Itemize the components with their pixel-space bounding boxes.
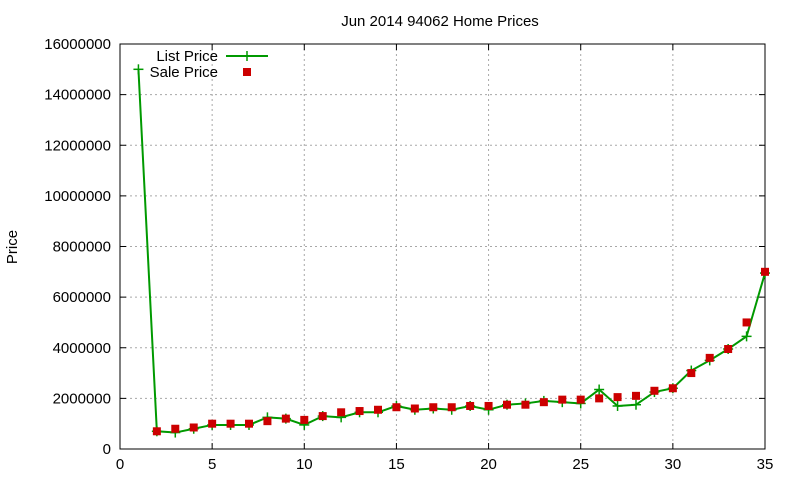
sale-price-point [595, 394, 604, 403]
sale-price-point [226, 419, 235, 428]
sale-price-point [208, 419, 217, 428]
sale-price-point [152, 427, 161, 436]
sale-price-point [337, 408, 346, 417]
sale-price-point [687, 369, 696, 378]
list-price-point [631, 399, 641, 410]
sale-price-point [263, 417, 272, 426]
sale-price-point [318, 412, 327, 421]
list-price-line [137, 69, 766, 434]
y-tick-label: 6000000 [53, 289, 111, 306]
sale-price-point [503, 400, 511, 409]
sale-price-point [245, 419, 253, 428]
sale-price-point [447, 403, 456, 412]
sale-price-point [189, 423, 198, 432]
sale-price-point [742, 318, 751, 327]
series [133, 64, 770, 438]
list-price-point [612, 400, 623, 411]
x-tick-label: 5 [208, 456, 216, 473]
sale-price-point [761, 267, 769, 276]
x-tick-label: 35 [757, 456, 774, 473]
y-tick-label: 4000000 [53, 340, 111, 357]
sale-price-point [171, 424, 180, 433]
y-tick-label: 12000000 [44, 137, 111, 154]
y-tick-label: 2000000 [53, 390, 111, 407]
sale-price-point [484, 401, 493, 410]
sale-price-point [576, 395, 585, 404]
sale-price-point [281, 414, 290, 423]
sale-price-point [429, 403, 438, 412]
sale-price-point [558, 395, 567, 404]
x-tick-label: 20 [480, 456, 497, 473]
legend-label: Sale Price [150, 64, 218, 81]
list-price-point [594, 384, 605, 395]
legend-plus-swatch [242, 51, 252, 61]
y-tick-label: 14000000 [44, 87, 111, 104]
x-tick-label: 15 [388, 456, 405, 473]
axes [119, 43, 766, 450]
y-tick-label: 0 [103, 441, 111, 458]
x-tick-label: 30 [665, 456, 682, 473]
sale-price-point [374, 405, 382, 414]
legend-square-swatch [243, 68, 251, 76]
tick-labels: 0 5 10 15 20 25 30 35 0 2000000 4000000 6000000 8000… [44, 36, 773, 473]
list-price-point [741, 331, 752, 342]
sale-price-point [705, 353, 714, 362]
x-tick-label: 25 [572, 456, 589, 473]
x-tick-label: 0 [116, 456, 124, 473]
sale-price-point [668, 384, 677, 393]
sale-price-point [300, 415, 309, 424]
sale-price-point [466, 401, 475, 410]
chart-title: Jun 2014 94062 Home Prices [341, 13, 539, 30]
sale-price-point [392, 403, 401, 412]
sale-price-point [650, 386, 659, 395]
sale-price-point [521, 400, 530, 409]
sale-price-point [632, 391, 640, 400]
sale-price-point [355, 407, 364, 416]
y-tick-label: 10000000 [44, 188, 111, 205]
x-tick-label: 10 [296, 456, 313, 473]
sale-price-point [724, 345, 733, 354]
sale-price-point [539, 398, 548, 407]
y-tick-label: 16000000 [44, 36, 111, 53]
sale-price-point [410, 404, 419, 413]
y-tick-label: 8000000 [53, 239, 111, 256]
legend-label: List Price [156, 48, 218, 65]
y-axis-label: Price [4, 230, 21, 264]
list-price-point [133, 64, 144, 75]
sale-price-point [613, 393, 622, 402]
